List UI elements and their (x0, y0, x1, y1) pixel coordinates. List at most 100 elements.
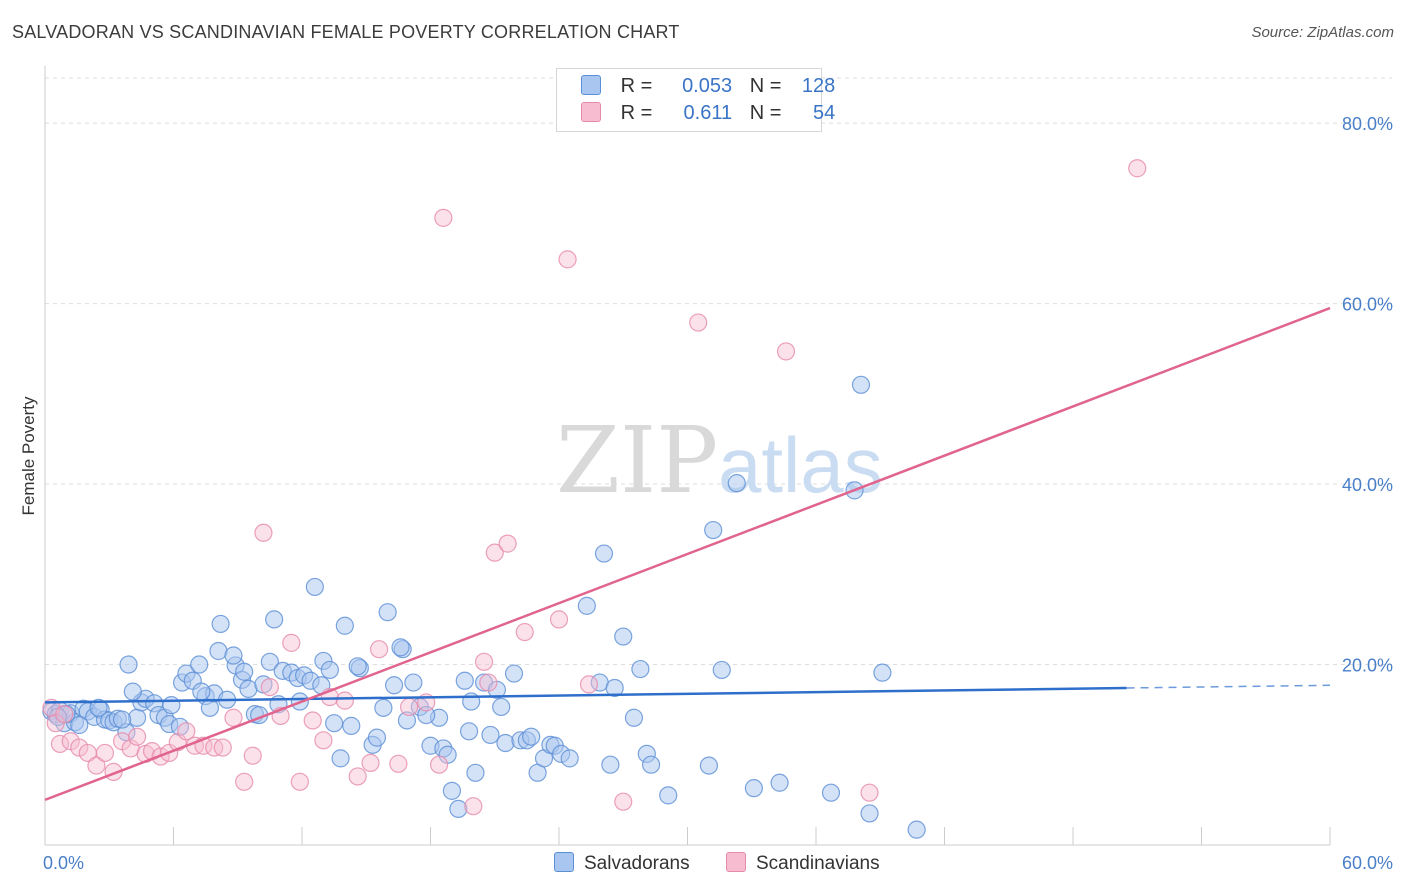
scandinavian-point (689, 313, 708, 332)
legend-swatch-scandinavians (581, 102, 601, 122)
trend-lines (44, 306, 1331, 802)
watermark-zip: ZIP (556, 407, 718, 514)
salvadoran-point (442, 781, 462, 800)
scandinavian-point (614, 792, 633, 811)
salvadoran-point (211, 614, 230, 634)
scandinavian-point (224, 708, 243, 727)
salvadoran-point (391, 638, 410, 657)
scandinavian-point (361, 753, 380, 772)
legend-item-scandinavians[interactable]: Scandinavians (726, 852, 880, 875)
salvadoran-point (481, 725, 500, 745)
scandinavian-point (370, 640, 389, 659)
salvadoran-point (851, 375, 871, 394)
scandinavian-point (177, 722, 196, 741)
scandinavian-point (399, 697, 419, 717)
salvadoran-point (699, 756, 719, 775)
scandinavian-point (254, 523, 273, 542)
salvadoran-point (492, 697, 511, 717)
legend-item-salvadorans[interactable]: Salvadorans (554, 852, 690, 875)
legend-swatch-scandinavians (726, 852, 746, 872)
salvadoran-point (112, 710, 132, 729)
scandinavian-point (434, 208, 453, 227)
scandinavian-point (50, 734, 70, 754)
salvadoran-point (325, 714, 344, 733)
x-tick-labels: 0.0% 60.0% (43, 853, 1393, 873)
scandinavian-point (127, 727, 147, 746)
salvadoran-point (504, 664, 524, 683)
scandinavian-point (479, 673, 498, 692)
salvadoran-point (641, 755, 661, 774)
legend-swatch-salvadorans (581, 75, 601, 95)
scandinavian-point (515, 622, 534, 642)
scandinavian-trend-line (44, 306, 1331, 802)
y-tick-labels: 20.0% 40.0% 60.0% 80.0% (1342, 114, 1393, 675)
salvadoran-point (320, 660, 339, 680)
legend-label-scandinavians: Scandinavians (756, 853, 880, 874)
scandinavian-point (290, 772, 309, 791)
salvadorans-points (42, 375, 926, 839)
salvadoran-point (601, 755, 620, 774)
salvadoran-point (127, 708, 147, 727)
scandinavian-point (70, 738, 89, 757)
salvadoran-trend-extension (1126, 684, 1331, 689)
scandinavian-point (579, 675, 599, 694)
salvadoran-point (260, 652, 279, 671)
salvadoran-point (624, 708, 644, 727)
salvadoran-point (190, 655, 209, 674)
y-tick-label: 20.0% (1342, 656, 1393, 676)
salvadoran-point (417, 705, 436, 725)
legend-r-value: 0.053 (682, 75, 733, 97)
scandinavian-point (314, 731, 333, 750)
y-tick-label: 60.0% (1342, 295, 1393, 315)
legend-n-value: 54 (813, 102, 836, 124)
scandinavian-point (303, 711, 322, 730)
salvadoran-point (577, 596, 596, 615)
salvadoran-point (770, 773, 789, 792)
y-tick-label: 40.0% (1342, 475, 1393, 495)
scandinavian-point (860, 783, 879, 802)
salvadoran-point (522, 727, 541, 746)
salvadoran-point (209, 641, 228, 661)
y-tick-label: 80.0% (1342, 114, 1393, 134)
scandinavian-point (464, 797, 483, 816)
y-axis-label: Female Poverty (19, 396, 38, 516)
legend-row-scandinavians: R = 0.611 N = 54 (581, 102, 835, 126)
scandinavian-point (558, 250, 577, 269)
salvadoran-point (348, 657, 367, 676)
salvadoran-point (119, 655, 138, 674)
scandinavian-point (95, 743, 115, 763)
salvadoran-point (374, 698, 393, 717)
legend-n-label: N = (749, 75, 782, 97)
scandinavian-point (776, 342, 796, 361)
salvadoran-point (860, 804, 879, 823)
scandinavian-point (55, 705, 74, 724)
salvadoran-point (631, 659, 650, 679)
scandinavian-point (485, 543, 504, 562)
scandinavian-point (1128, 159, 1147, 178)
salvadoran-point (239, 679, 258, 698)
legend-n-label: N = (749, 102, 782, 124)
salvadoran-point (384, 676, 404, 695)
salvadoran-point (907, 820, 926, 839)
salvadoran-point (605, 678, 624, 698)
legend-series: Salvadorans Scandinavians (0, 852, 1406, 878)
legend-label-salvadorans: Salvadorans (584, 853, 690, 874)
legend-r-value: 0.611 (683, 102, 733, 124)
legend-swatch-salvadorans (554, 852, 574, 872)
grid-lines (45, 77, 1392, 666)
salvadoran-point (335, 616, 354, 635)
salvadoran-point (331, 749, 350, 768)
salvadoran-point (404, 673, 423, 692)
chart-title: SALVADORAN VS SCANDINAVIAN FEMALE POVERT… (12, 22, 680, 42)
x-tick-label: 0.0% (43, 853, 84, 873)
chart-source: Source: ZipAtlas.com (1251, 24, 1394, 41)
legend-r-label: R = (620, 102, 653, 124)
salvadoran-point (727, 474, 746, 493)
scandinavian-point (474, 652, 494, 671)
x-tick-label: 60.0% (1342, 853, 1393, 873)
salvadoran-point (466, 763, 485, 782)
salvadoran-point (367, 728, 387, 747)
salvadoran-point (397, 711, 417, 730)
salvadoran-point (496, 733, 515, 753)
